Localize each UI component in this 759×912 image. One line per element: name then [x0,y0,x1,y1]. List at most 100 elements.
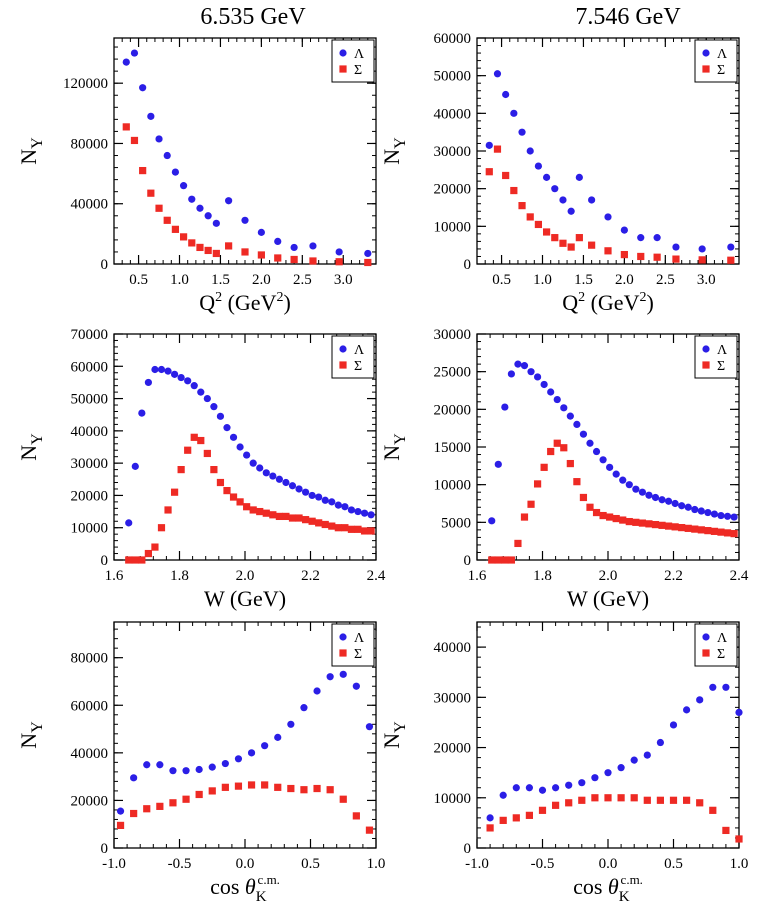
legend-lambda-marker [702,633,710,641]
sigma-point [527,500,535,508]
y-axis-title: NY [379,721,409,749]
sigma-point [533,480,542,488]
sigma-point [553,439,561,447]
sigma-point [579,493,588,502]
sigma-point [632,518,640,526]
x-tick-label: 2.2 [664,568,683,584]
y-tick-label: 0 [101,257,109,273]
lambda-point [559,196,567,204]
x-tick-label: 2.2 [301,568,320,584]
lambda-point [710,510,719,518]
sigma-point [144,549,152,558]
lambda-point [494,460,502,468]
sigma-point [573,478,581,486]
lambda-point [295,485,303,493]
sigma-point [578,796,586,804]
lambda-point [486,814,494,822]
lambda-point [632,485,640,493]
sigma-point [196,243,204,252]
x-tick-label: 1.5 [574,272,593,288]
sigma-point [243,503,251,511]
x-tick-label: 2.4 [730,568,749,584]
legend-lambda-marker [702,345,710,353]
legend-lambda-label: Λ [354,631,365,646]
x-tick-label: 1.0 [367,856,386,872]
lambda-point [551,185,559,193]
sigma-point [586,503,594,511]
sigma-point [241,248,249,256]
sigma-point [262,509,270,517]
lambda-point [116,807,125,815]
y-tick-label: 15000 [434,440,472,456]
lambda-point [352,682,360,690]
legend-lambda-label: Λ [354,343,365,358]
lambda-point [155,135,163,143]
y-tick-label: 80000 [71,651,109,667]
lambda-point [274,237,282,245]
lambda-point [514,360,522,368]
sigma-point [197,436,205,445]
chart-panel-6: -1.0 -0.5 0.0 0.5 1.0 0 10000 20000 30000 40000 NY… [379,621,749,905]
x-tick-label: 1.8 [170,568,189,584]
sigma-point [678,524,686,532]
sigma-point [620,250,628,259]
lambda-point [365,723,374,731]
sigma-point [599,511,607,520]
sigma-point [534,220,543,229]
legend-box [694,39,738,83]
legend-sigma-marker [339,65,347,73]
y-tick-label: 60000 [434,31,472,47]
x-tick-label: 1.0 [730,856,749,872]
lambda-point [664,497,673,505]
legend-lambda-label: Λ [354,47,365,62]
sigma-point [658,521,666,529]
sigma-point [236,498,244,506]
sigma-point [326,786,334,794]
legend-lambda-marker [339,49,347,57]
lambda-point [567,207,575,215]
sigma-point [131,556,139,564]
y-tick-label: 0 [101,841,109,857]
sigma-point [364,258,372,267]
sigma-point [190,433,198,441]
lambda-point [300,704,308,712]
sigma-point [367,527,375,535]
x-tick-label: 2.5 [293,272,312,288]
lambda-point [287,720,295,728]
sigma-point [313,784,321,793]
lambda-point [697,507,705,515]
lambda-point [184,377,192,385]
sigma-point [672,255,680,263]
sigma-point [130,136,139,145]
lambda-point [282,478,290,487]
sigma-point [223,486,231,495]
x-tick-label: 1.5 [211,272,230,288]
x-tick-label: 1.0 [533,272,552,288]
sigma-point [575,234,583,242]
y-tick-label: 40000 [434,640,472,656]
lambda-point [195,765,203,774]
legend-lambda-marker [339,633,347,641]
x-tick-label: 2.0 [252,272,271,288]
sigma-point [208,787,216,795]
sigma-point [360,527,369,535]
y-tick-label: 20000 [434,182,472,198]
lambda-point [656,738,665,747]
lambda-point [727,243,735,251]
x-axis-title: W (GeV) [567,586,649,611]
lambda-point [171,168,180,176]
y-tick-label: 40000 [71,746,109,762]
lambda-point [131,462,139,470]
lambda-point [552,784,560,792]
lambda-point [229,433,238,441]
legend-lambda-marker [339,345,347,353]
sigma-point [139,166,147,175]
sigma-point [274,254,282,262]
legend-box [331,335,375,379]
chart-panel-4: 1.6 1.8 2.0 2.2 2.4 0 5000 10000 15000 20000 25000… [379,327,749,611]
lambda-point [591,774,599,782]
legend-lambda-label: Λ [717,631,728,646]
y-tick-label: 10000 [434,219,472,235]
sigma-point [638,519,646,527]
